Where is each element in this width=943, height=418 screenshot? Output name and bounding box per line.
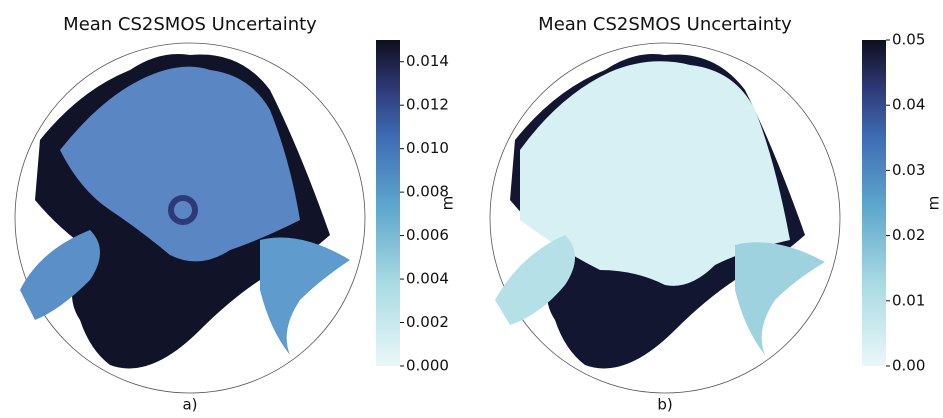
colorbar-tick-label: 0.014 [406, 52, 449, 70]
colorbar-tick-label: 0.01 [892, 291, 925, 309]
map-title: Mean CS2SMOS Uncertainty [538, 14, 792, 35]
colorbar-tick-label: 0.002 [406, 313, 449, 331]
colorbar-label: m [925, 196, 943, 211]
colorbar [376, 40, 400, 366]
colorbar-tick-label: 0.03 [892, 161, 925, 179]
figure: Mean CS2SMOS Uncertainty a) 0.000 0.002 0.00… [0, 0, 943, 414]
colorbar-tick-label: 0.02 [892, 226, 925, 244]
panel-caption: a) [182, 396, 197, 414]
map-a [15, 43, 365, 393]
colorbar [862, 40, 886, 366]
colorbar-tick-label: 0.004 [406, 270, 449, 288]
colorbar-tick-label: 0.000 [406, 357, 449, 375]
panel-caption: b) [657, 396, 672, 414]
colorbar-tick-label: 0.006 [406, 226, 449, 244]
colorbar-tick-label: 0.010 [406, 139, 449, 157]
colorbar-tick-label: 0.00 [892, 357, 925, 375]
map-b [490, 43, 840, 393]
colorbar-tick-label: 0.012 [406, 96, 449, 114]
colorbar-tick-label: 0.05 [892, 31, 925, 49]
map-title: Mean CS2SMOS Uncertainty [63, 14, 317, 35]
colorbar-tick-label: 0.04 [892, 96, 925, 114]
colorbar-label: m [439, 196, 457, 211]
